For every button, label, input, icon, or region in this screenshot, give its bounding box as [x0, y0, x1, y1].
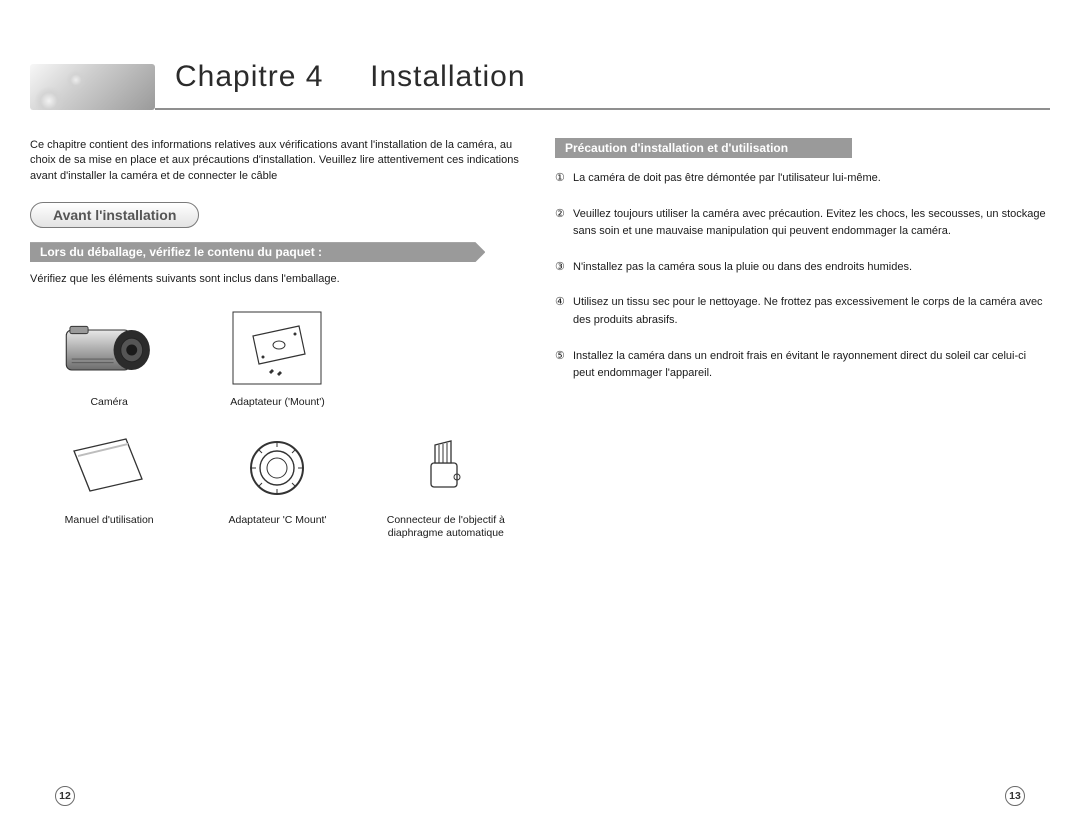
list-text: Utilisez un tissu sec pour le nettoyage.…	[573, 294, 1050, 329]
precaution-item: ② Veuillez toujours utiliser la caméra a…	[555, 206, 1050, 241]
list-marker: ⑤	[555, 348, 573, 383]
right-column: Précaution d'installation et d'utilisati…	[555, 138, 1050, 764]
section-pill: Avant l'installation	[30, 202, 199, 228]
pkg-item-cmount: Adaptateur 'C Mount'	[198, 428, 356, 541]
subheading-bar: Lors du déballage, vérifiez le contenu d…	[30, 242, 485, 262]
page-number-right: 13	[1005, 786, 1025, 806]
manual-icon	[59, 428, 159, 508]
precaution-item: ① La caméra de doit pas être démontée pa…	[555, 170, 1050, 188]
precaution-item: ③ N'installez pas la caméra sous la plui…	[555, 259, 1050, 277]
header: Chapitre 4 Installation	[30, 40, 1050, 110]
mount-icon	[227, 310, 327, 390]
check-text: Vérifiez que les éléments suivants sont …	[30, 272, 525, 288]
list-text: Installez la caméra dans un endroit frai…	[573, 348, 1050, 383]
list-marker: ③	[555, 259, 573, 277]
cmount-icon	[227, 428, 327, 508]
page-number-left: 12	[55, 786, 75, 806]
chapter-title: Chapitre 4 Installation	[175, 60, 526, 94]
list-marker: ①	[555, 170, 573, 188]
pkg-item-manual: Manuel d'utilisation	[30, 428, 188, 541]
package-grid: Caméra	[30, 310, 525, 541]
intro-text: Ce chapitre contient des informations re…	[30, 138, 525, 184]
chapter-label: Chapitre 4	[175, 60, 323, 93]
chapter-name: Installation	[370, 60, 525, 93]
precaution-list: ① La caméra de doit pas être démontée pa…	[555, 170, 1050, 383]
connector-icon	[396, 428, 496, 508]
list-marker: ②	[555, 206, 573, 241]
list-marker: ④	[555, 294, 573, 329]
pkg-item-mount: Adaptateur ('Mount')	[227, 310, 327, 410]
page: F F Chapitre 4 Installation Ce chapitre …	[0, 0, 1080, 816]
pkg-label: Caméra	[90, 396, 127, 410]
precaution-item: ⑤ Installez la caméra dans un endroit fr…	[555, 348, 1050, 383]
precaution-heading: Précaution d'installation et d'utilisati…	[555, 138, 852, 158]
pkg-label: Manuel d'utilisation	[65, 514, 154, 528]
pkg-label: Adaptateur ('Mount')	[230, 396, 324, 410]
header-graphic	[30, 64, 155, 110]
list-text: Veuillez toujours utiliser la caméra ave…	[573, 206, 1050, 241]
pkg-label: Adaptateur 'C Mount'	[229, 514, 327, 528]
list-text: La caméra de doit pas être démontée par …	[573, 170, 881, 188]
camera-icon	[59, 310, 159, 390]
pkg-label: Connecteur de l'objectif à diaphragme au…	[367, 514, 525, 541]
precaution-item: ④ Utilisez un tissu sec pour le nettoyag…	[555, 294, 1050, 329]
list-text: N'installez pas la caméra sous la pluie …	[573, 259, 912, 277]
columns: Ce chapitre contient des informations re…	[30, 138, 1050, 764]
pkg-item-camera: Caméra	[59, 310, 159, 410]
content-frame: Chapitre 4 Installation Ce chapitre cont…	[30, 40, 1050, 766]
left-column: Ce chapitre contient des informations re…	[30, 138, 525, 764]
pkg-item-connector: Connecteur de l'objectif à diaphragme au…	[367, 428, 525, 541]
header-underline	[155, 108, 1050, 110]
